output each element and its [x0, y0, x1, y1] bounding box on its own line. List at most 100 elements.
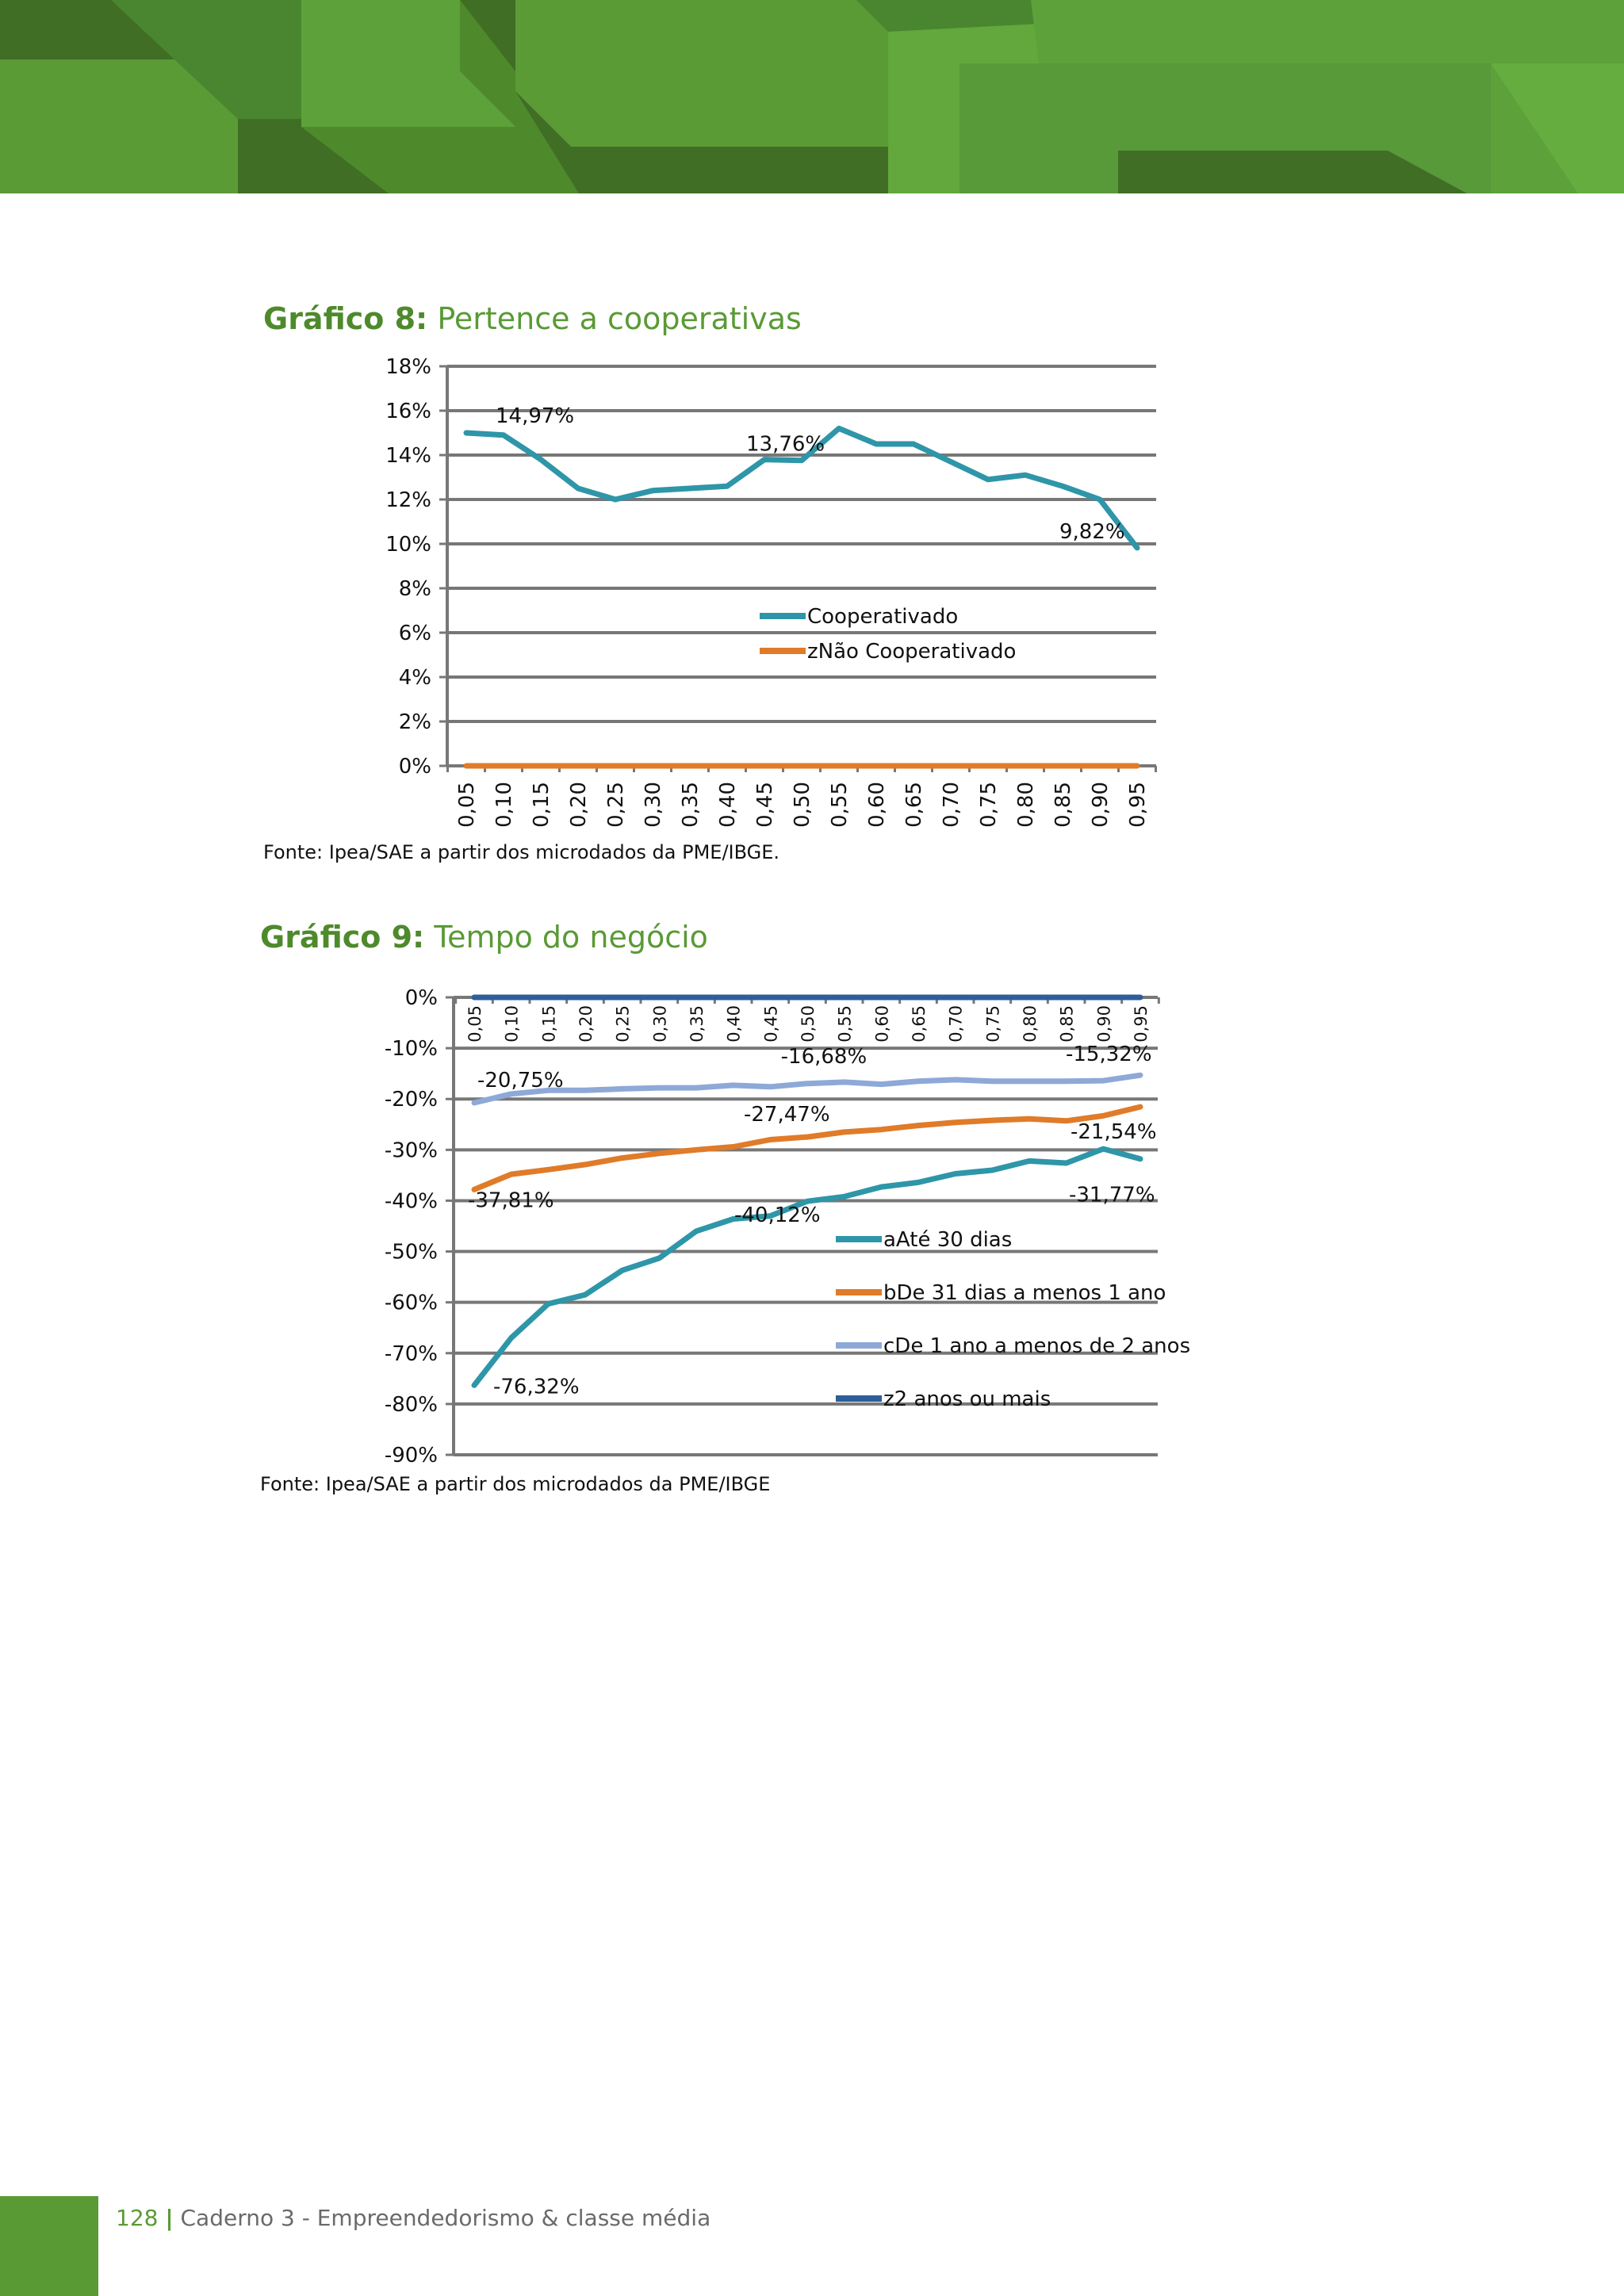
banner-shape	[301, 127, 579, 193]
legend-label: z2 anos ou mais	[883, 1387, 1051, 1411]
x-tick-label: 0,60	[872, 1005, 891, 1043]
x-tick-label: 0,65	[910, 1005, 929, 1043]
x-tick-label: 0,35	[679, 782, 703, 828]
y-tick-label: 14%	[385, 444, 431, 468]
x-tick-label: 0,15	[530, 782, 553, 828]
x-tick-label: 0,50	[791, 782, 814, 828]
x-tick-label: 0,25	[614, 1005, 633, 1043]
x-tick-label: 0,80	[1021, 1005, 1040, 1043]
legend-label: cDe 1 ano a menos de 2 anos	[883, 1334, 1190, 1358]
banner-shape	[238, 119, 389, 193]
data-label: -16,68%	[781, 1045, 868, 1069]
x-tick-label: 0,55	[828, 782, 852, 828]
chart8-title-rest: Pertence a cooperativas	[427, 301, 802, 336]
banner-shape	[1491, 63, 1624, 193]
y-tick-label: 4%	[399, 666, 431, 690]
banner-shape	[856, 0, 1039, 32]
x-tick-label: 0,05	[465, 1005, 485, 1043]
footer-caption: Caderno 3 - Empreendedorismo & classe mé…	[180, 2205, 711, 2231]
y-tick-label: 10%	[385, 533, 431, 557]
y-tick-label: 16%	[385, 400, 431, 423]
y-tick-label: -80%	[385, 1393, 438, 1417]
data-label: -31,77%	[1069, 1184, 1155, 1207]
x-tick-label: 0,55	[836, 1005, 855, 1043]
x-tick-label: 0,30	[650, 1005, 669, 1043]
x-tick-label: 0,70	[947, 1005, 966, 1043]
x-tick-label: 0,70	[940, 782, 963, 828]
x-tick-label: 0,15	[539, 1005, 558, 1043]
series-line	[471, 1072, 1143, 1106]
x-tick-label: 0,35	[688, 1005, 707, 1043]
banner-shape	[0, 59, 238, 193]
x-tick-label: 0,40	[725, 1005, 744, 1043]
chart8-title: Gráfico 8: Pertence a cooperativas	[263, 301, 802, 336]
y-tick-label: -90%	[385, 1444, 438, 1468]
series-line	[471, 1146, 1143, 1388]
x-tick-label: 0,75	[983, 1005, 1002, 1043]
x-tick-label: 0,20	[567, 782, 591, 828]
banner-shape	[0, 0, 174, 59]
x-tick-label: 0,45	[753, 782, 777, 828]
chart9-title: Gráfico 9: Tempo do negócio	[260, 920, 708, 955]
chart8-title-lead: Gráfico 8:	[263, 301, 428, 336]
y-tick-label: -60%	[385, 1292, 438, 1315]
x-tick-label: 0,90	[1089, 782, 1113, 828]
series-line	[463, 425, 1140, 551]
legend-label: Cooperativado	[807, 605, 958, 629]
x-tick-label: 0,95	[1126, 782, 1150, 828]
data-label: -21,54%	[1071, 1120, 1157, 1144]
data-label: -20,75%	[477, 1069, 564, 1093]
x-tick-label: 0,80	[1014, 782, 1038, 828]
data-label: -37,81%	[468, 1188, 554, 1212]
chart9-source: Fonte: Ipea/SAE a partir dos microdados …	[260, 1473, 771, 1495]
x-tick-label: 0,85	[1051, 782, 1075, 828]
x-tick-label: 0,75	[977, 782, 1001, 828]
x-tick-label: 0,30	[642, 782, 665, 828]
y-tick-label: 2%	[399, 710, 431, 734]
chart8-line-chart: 0% 2% 4% 6% 8% 10% 12% 14% 16% 18% 0,05 0,10 0,15 0,2…	[385, 355, 1157, 828]
y-tick-label: 12%	[385, 488, 431, 512]
x-tick-label: 0,45	[761, 1005, 780, 1043]
x-tick-label: 0,10	[492, 782, 516, 828]
data-label: -76,32%	[493, 1375, 580, 1399]
y-tick-label: 18%	[385, 355, 431, 379]
x-tick-label: 0,20	[576, 1005, 596, 1043]
data-label: 13,76%	[746, 433, 825, 457]
banner-shape	[111, 0, 301, 119]
x-tick-label: 0,10	[503, 1005, 522, 1043]
y-tick-label: -70%	[385, 1342, 438, 1366]
chart8-source: Fonte: Ipea/SAE a partir dos microdados …	[263, 841, 780, 863]
banner-shape	[1031, 0, 1624, 193]
banner-shape	[1118, 151, 1467, 193]
footer-separator: |	[165, 2205, 174, 2231]
legend-label: aAté 30 dias	[883, 1228, 1012, 1252]
y-tick-label: -10%	[385, 1037, 438, 1061]
series-line	[471, 1104, 1143, 1192]
x-tick-label: 0,90	[1094, 1005, 1113, 1043]
x-tick-label: 0,60	[865, 782, 889, 828]
x-tick-label: 0,85	[1058, 1005, 1077, 1043]
banner-shape	[460, 0, 515, 71]
banner-shape	[515, 0, 888, 147]
x-tick-label: 0,25	[604, 782, 628, 828]
chart9-line-chart: 0% -10% -20% -30% -40% -50% -60% -70% -80% -90% 0,…	[385, 986, 1190, 1468]
footer: 128 | Caderno 3 - Empreendedorismo & cla…	[116, 2205, 710, 2231]
y-tick-label: 0%	[399, 755, 431, 779]
y-tick-label: -40%	[385, 1189, 438, 1213]
y-tick-label: 0%	[405, 986, 438, 1010]
y-tick-label: 8%	[399, 577, 431, 601]
banner-shape	[301, 0, 515, 127]
footer-color-block	[0, 2196, 98, 2296]
legend-label: zNão Cooperativado	[807, 640, 1016, 664]
banner-shape	[515, 91, 888, 193]
x-tick-label: 0,50	[799, 1005, 818, 1043]
x-tick-label: 0,40	[716, 782, 740, 828]
y-tick-label: -30%	[385, 1138, 438, 1162]
chart9-title-rest: Tempo do negócio	[424, 920, 708, 955]
chart9-title-lead: Gráfico 9:	[260, 920, 425, 955]
y-tick-label: -50%	[385, 1241, 438, 1265]
y-tick-label: 6%	[399, 622, 431, 645]
data-label: 9,82%	[1059, 520, 1125, 544]
legend-label: bDe 31 dias a menos 1 ano	[883, 1281, 1166, 1305]
y-tick-label: -20%	[385, 1088, 438, 1112]
